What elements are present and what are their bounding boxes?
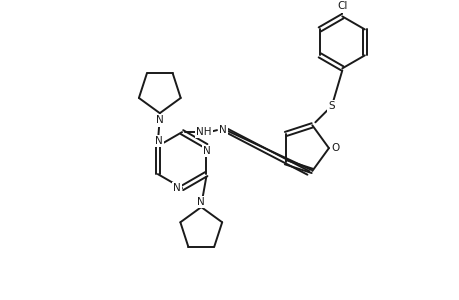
Text: N: N	[155, 136, 162, 146]
Text: O: O	[331, 143, 339, 153]
Text: N: N	[218, 125, 226, 135]
Text: NH: NH	[196, 127, 211, 137]
Text: Cl: Cl	[336, 2, 347, 11]
Text: S: S	[327, 101, 334, 111]
Text: N: N	[197, 197, 205, 207]
Text: N: N	[156, 115, 163, 125]
Text: N: N	[203, 146, 211, 156]
Text: N: N	[173, 183, 180, 193]
